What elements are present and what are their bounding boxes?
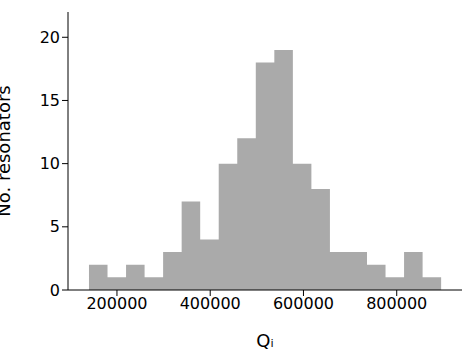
svg-text:No. resonators: No. resonators	[8, 85, 14, 216]
svg-text:10: 10	[40, 154, 60, 173]
svg-text:20: 20	[40, 28, 60, 47]
svg-text:0: 0	[50, 281, 60, 300]
svg-text:800000: 800000	[366, 294, 427, 313]
svg-text:Qᵢ: Qᵢ	[256, 330, 273, 351]
svg-text:15: 15	[40, 91, 60, 110]
svg-text:5: 5	[50, 217, 60, 236]
svg-text:200000: 200000	[86, 294, 147, 313]
svg-text:600000: 600000	[273, 294, 334, 313]
svg-text:400000: 400000	[180, 294, 241, 313]
